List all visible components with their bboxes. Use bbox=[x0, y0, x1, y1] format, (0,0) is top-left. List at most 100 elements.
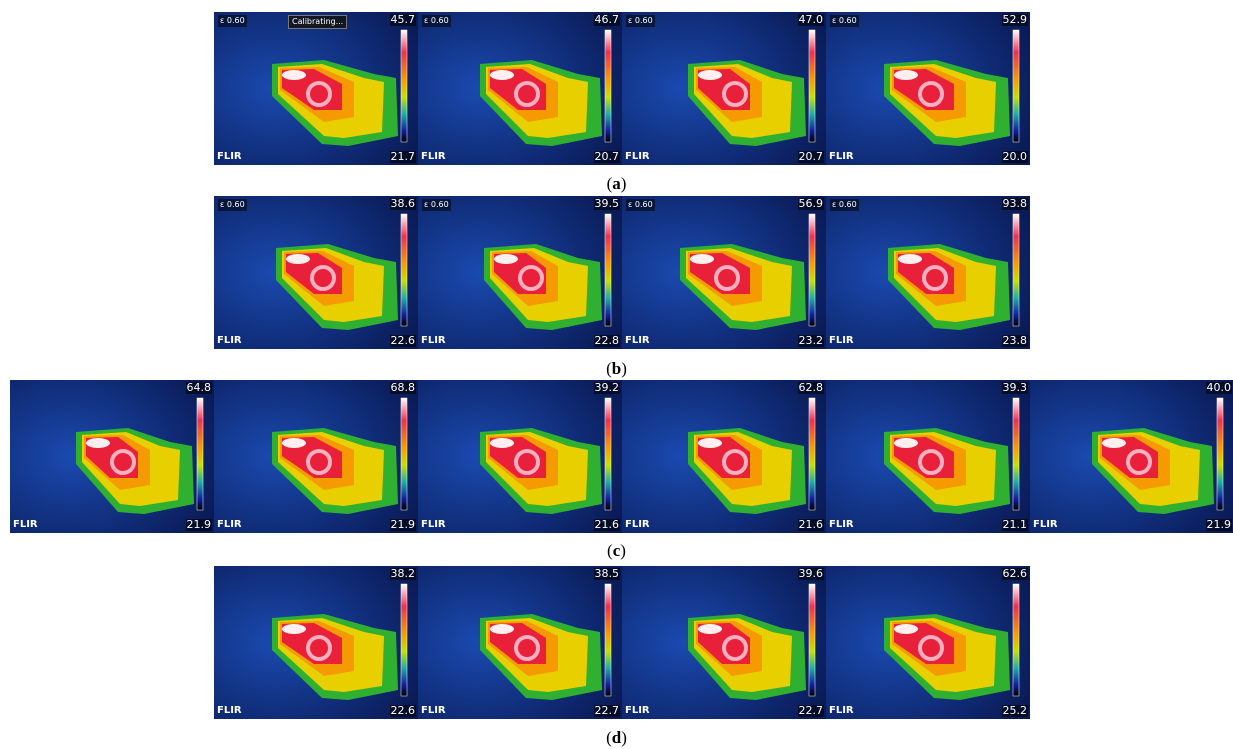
white-spot bbox=[698, 438, 722, 448]
min-temperature: 21.9 bbox=[185, 518, 212, 531]
color-scale bbox=[604, 397, 612, 511]
thermal-scene bbox=[214, 12, 418, 165]
brand-logo: FLIR bbox=[829, 705, 854, 716]
thermal-scene bbox=[622, 380, 826, 533]
emissivity: ε 0.60 bbox=[422, 15, 451, 27]
thermal-image: ε 0.60 46.7 20.7 FLIR bbox=[418, 12, 622, 165]
thermal-image: 62.6 25.2 FLIR bbox=[826, 566, 1030, 719]
caption-open: ( bbox=[606, 359, 612, 378]
max-temperature: 68.8 bbox=[389, 381, 416, 394]
brand-logo: FLIR bbox=[1033, 519, 1058, 530]
brand-logo: FLIR bbox=[421, 335, 446, 346]
brand-logo: FLIR bbox=[217, 705, 242, 716]
thermal-scene bbox=[622, 566, 826, 719]
color-scale bbox=[400, 583, 408, 697]
thermal-scene bbox=[418, 196, 622, 349]
brand-logo: FLIR bbox=[421, 705, 446, 716]
thermal-scene bbox=[418, 12, 622, 165]
emissivity: ε 0.60 bbox=[626, 15, 655, 27]
thermal-image: 64.8 21.9 FLIR bbox=[10, 380, 214, 533]
max-temperature: 39.5 bbox=[593, 197, 620, 210]
color-scale bbox=[400, 29, 408, 143]
brand-logo: FLIR bbox=[217, 151, 242, 162]
thermal-scene bbox=[826, 566, 1030, 719]
thermal-image: 39.6 22.7 FLIR bbox=[622, 566, 826, 719]
thermal-image: ε 0.60 38.6 22.6 FLIR bbox=[214, 196, 418, 349]
min-temperature: 22.7 bbox=[593, 704, 620, 717]
brand-logo: FLIR bbox=[217, 519, 242, 530]
brand-logo: FLIR bbox=[625, 335, 650, 346]
white-spot bbox=[894, 70, 918, 80]
min-temperature: 22.8 bbox=[593, 334, 620, 347]
ring bbox=[514, 449, 540, 475]
color-scale bbox=[808, 397, 816, 511]
emissivity: ε 0.60 bbox=[218, 15, 247, 27]
status: Calibrating... bbox=[288, 15, 348, 29]
thermal-image: ε 0.60 Calibrating... 45.7 21.7 FLIR bbox=[214, 12, 418, 165]
max-temperature: 38.2 bbox=[389, 567, 416, 580]
white-spot bbox=[690, 254, 714, 264]
white-spot bbox=[494, 254, 518, 264]
caption-close: ) bbox=[621, 728, 627, 747]
color-scale bbox=[400, 397, 408, 511]
thermal-scene bbox=[826, 196, 1030, 349]
min-temperature: 20.7 bbox=[797, 150, 824, 163]
brand-logo: FLIR bbox=[421, 151, 446, 162]
caption-letter: d bbox=[611, 728, 622, 747]
thermal-image: ε 0.60 93.8 23.8 FLIR bbox=[826, 196, 1030, 349]
brand-logo: FLIR bbox=[829, 151, 854, 162]
thermal-image: 39.2 21.6 FLIR bbox=[418, 380, 622, 533]
color-scale bbox=[604, 583, 612, 697]
min-temperature: 23.2 bbox=[797, 334, 824, 347]
caption-letter: b bbox=[611, 359, 622, 378]
thermal-image: ε 0.60 39.5 22.8 FLIR bbox=[418, 196, 622, 349]
min-temperature: 23.8 bbox=[1001, 334, 1028, 347]
ring bbox=[714, 265, 740, 291]
color-scale bbox=[808, 29, 816, 143]
ring bbox=[722, 81, 748, 107]
min-temperature: 21.9 bbox=[1205, 518, 1232, 531]
brand-logo: FLIR bbox=[625, 151, 650, 162]
ring bbox=[514, 635, 540, 661]
max-temperature: 62.6 bbox=[1001, 567, 1028, 580]
thermal-image: ε 0.60 47.0 20.7 FLIR bbox=[622, 12, 826, 165]
color-scale bbox=[196, 397, 204, 511]
thermal-image: 39.3 21.1 FLIR bbox=[826, 380, 1030, 533]
ring bbox=[922, 265, 948, 291]
white-spot bbox=[490, 70, 514, 80]
emissivity: ε 0.60 bbox=[218, 199, 247, 211]
thermal-image: 38.5 22.7 FLIR bbox=[418, 566, 622, 719]
min-temperature: 21.9 bbox=[389, 518, 416, 531]
white-spot bbox=[698, 624, 722, 634]
ring bbox=[1126, 449, 1152, 475]
thermal-image: ε 0.60 52.9 20.0 FLIR bbox=[826, 12, 1030, 165]
emissivity: ε 0.60 bbox=[830, 15, 859, 27]
ring bbox=[918, 449, 944, 475]
min-temperature: 20.7 bbox=[593, 150, 620, 163]
thermal-image: 40.0 21.9 FLIR bbox=[1030, 380, 1233, 533]
color-scale bbox=[1012, 397, 1020, 511]
ring bbox=[310, 265, 336, 291]
color-scale bbox=[604, 213, 612, 327]
caption-close: ) bbox=[620, 541, 626, 560]
thermal-scene bbox=[622, 196, 826, 349]
white-spot bbox=[1102, 438, 1126, 448]
caption-letter: c bbox=[612, 541, 621, 560]
min-temperature: 21.6 bbox=[593, 518, 620, 531]
thermal-image: ε 0.60 56.9 23.2 FLIR bbox=[622, 196, 826, 349]
min-temperature: 21.1 bbox=[1001, 518, 1028, 531]
white-spot bbox=[282, 438, 306, 448]
max-temperature: 62.8 bbox=[797, 381, 824, 394]
thermal-scene bbox=[214, 566, 418, 719]
white-spot bbox=[894, 624, 918, 634]
thermal-image: 38.2 22.6 FLIR bbox=[214, 566, 418, 719]
brand-logo: FLIR bbox=[217, 335, 242, 346]
ring bbox=[518, 265, 544, 291]
max-temperature: 64.8 bbox=[185, 381, 212, 394]
max-temperature: 39.3 bbox=[1001, 381, 1028, 394]
color-scale bbox=[808, 213, 816, 327]
color-scale bbox=[808, 583, 816, 697]
white-spot bbox=[490, 624, 514, 634]
white-spot bbox=[698, 70, 722, 80]
